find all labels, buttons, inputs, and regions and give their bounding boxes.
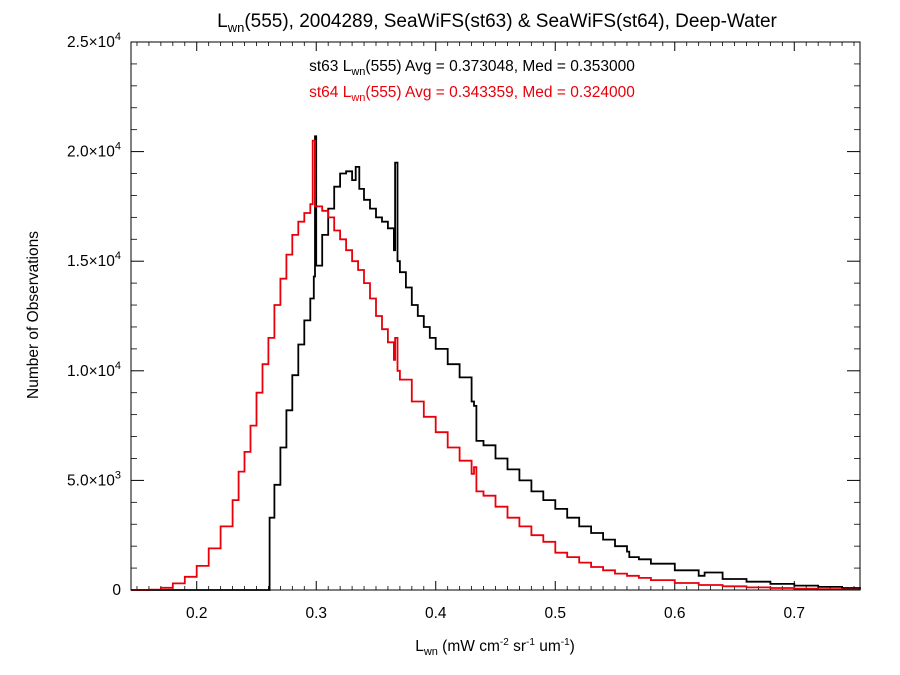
x-axis-label: Lwn (mW cm-2 sr-1 um-1) — [415, 637, 575, 658]
annotation-st64-sub: wn — [350, 92, 365, 104]
y-tick-label: 2.0×104 — [67, 141, 121, 161]
annotation-st63-sub: wn — [350, 66, 365, 78]
annotation-st64-post: (555) Avg = 0.343359, Med = 0.324000 — [365, 84, 635, 101]
x-tick-label: 0.3 — [305, 605, 327, 622]
x-axis-label-rest2: sr — [509, 638, 526, 655]
y-tick-label: 0 — [112, 582, 121, 599]
plot-frame — [130, 41, 861, 591]
chart-title-suffix: (555), 2004289, SeaWiFS(st63) & SeaWiFS(… — [244, 11, 777, 32]
x-axis-label-sub: wn — [423, 646, 438, 658]
annotation-st63-post: (555) Avg = 0.373048, Med = 0.353000 — [365, 58, 635, 75]
x-axis-label-end: ) — [570, 638, 575, 655]
x-axis-label-sup1: -2 — [500, 637, 509, 648]
chart-title-subscript: wn — [227, 20, 245, 35]
x-tick-label: 0.2 — [186, 605, 208, 622]
x-axis-label-rest3: um — [535, 638, 561, 655]
series-lines — [131, 135, 861, 591]
y-tick-label: 2.5×104 — [67, 31, 121, 51]
y-axis-ticks: 0 5.0×103 1.0×104 1.5×104 2.0×104 2.5×104 — [67, 31, 860, 599]
x-tick-label: 0.7 — [783, 605, 805, 622]
chart-title-prefix: L — [217, 11, 228, 32]
y-tick-label: 1.5×104 — [67, 250, 121, 270]
y-axis-label: Number of Observations — [25, 231, 42, 399]
y-tick-label: 1.0×104 — [67, 360, 121, 380]
series-st64-line — [131, 139, 861, 591]
x-tick-label: 0.6 — [664, 605, 686, 622]
series-st63-line — [131, 135, 861, 591]
annotation-st64-pre: st64 L — [309, 84, 352, 101]
x-axis-label-rest: (mW cm — [438, 638, 500, 655]
minor-ticks — [131, 42, 860, 590]
x-tick-label: 0.5 — [544, 605, 566, 622]
y-tick-label: 5.0×103 — [67, 469, 121, 489]
x-axis-ticks: 0.2 0.3 0.4 0.5 0.6 0.7 — [186, 42, 805, 622]
annotation-st63: st63 Lwn(555) Avg = 0.373048, Med = 0.35… — [309, 58, 635, 78]
x-axis-label-main: L — [415, 638, 424, 655]
annotation-st63-pre: st63 L — [309, 58, 352, 75]
chart-title: Lwn(555), 2004289, SeaWiFS(st63) & SeaWi… — [217, 11, 777, 35]
x-tick-label: 0.4 — [425, 605, 447, 622]
annotation-st64: st64 Lwn(555) Avg = 0.343359, Med = 0.32… — [309, 84, 635, 104]
x-axis-label-sup3: -1 — [561, 637, 570, 648]
x-axis-label-sup2: -1 — [526, 637, 535, 648]
